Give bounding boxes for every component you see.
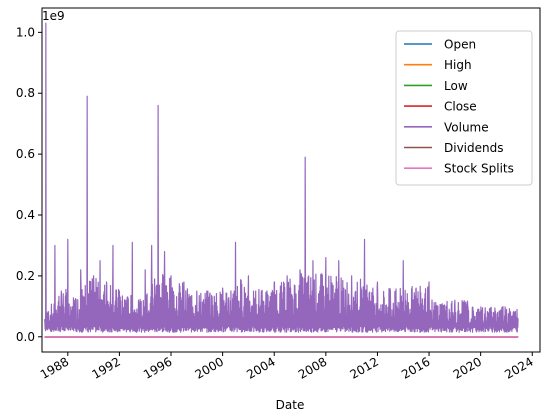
series-lines xyxy=(43,22,519,338)
legend-label: Close xyxy=(444,100,477,114)
x-axis: 1988 1992 1996 2000 2004 2008 2012 2016 2020 2024 xyxy=(38,352,536,382)
legend-label: Low xyxy=(444,79,468,93)
x-axis-label: Date xyxy=(276,398,305,412)
x-tick-label: 1988 xyxy=(38,354,71,381)
y-tick-label: 1.0 xyxy=(16,25,35,39)
x-tick-label: 2000 xyxy=(193,354,226,381)
legend-label: Stock Splits xyxy=(444,162,514,176)
x-tick-label: 2024 xyxy=(502,354,535,381)
y-tick-label: 0.4 xyxy=(16,208,35,222)
legend-box xyxy=(395,30,533,186)
legend-label: High xyxy=(444,58,472,72)
legend-label: Open xyxy=(444,38,476,52)
y-tick-label: 0.2 xyxy=(16,269,35,283)
y-offset-label: 1e9 xyxy=(42,9,65,23)
x-tick-label: 2008 xyxy=(296,354,329,381)
x-tick-label: 1996 xyxy=(141,354,174,381)
x-tick-label: 2012 xyxy=(347,354,380,381)
legend-label: Volume xyxy=(444,120,489,134)
y-tick-label: 0.6 xyxy=(16,147,35,161)
series-line-volume xyxy=(43,22,519,333)
x-tick-label: 2004 xyxy=(244,354,277,381)
y-tick-label: 0.8 xyxy=(16,86,35,100)
y-tick-label: 0.0 xyxy=(16,330,35,344)
x-tick-label: 1992 xyxy=(89,354,122,381)
legend: Open High Low Close Volume Dividends Stock Spl… xyxy=(395,30,533,186)
legend-label: Dividends xyxy=(444,141,503,155)
x-tick-label: 2020 xyxy=(451,354,484,381)
y-axis: 0.0 0.2 0.4 0.6 0.8 1.0 xyxy=(16,25,42,344)
x-tick-label: 2016 xyxy=(399,354,432,381)
plot-frame xyxy=(41,7,541,353)
